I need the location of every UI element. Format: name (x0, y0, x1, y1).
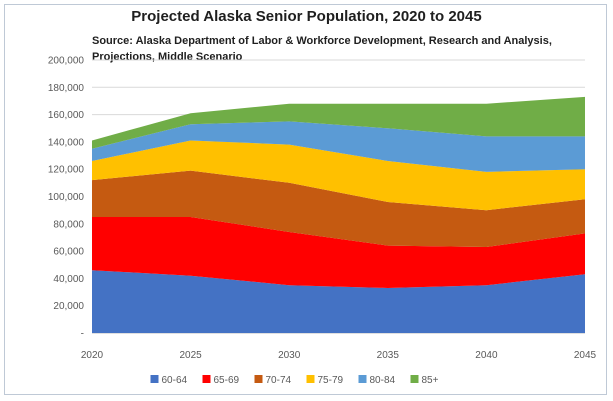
y-tick-label: 100,000 (48, 192, 85, 203)
legend-swatch (202, 375, 211, 383)
legend: 60-64 65-69 70-74 75-79 80-84 85+ (150, 375, 439, 386)
legend-label: 65-69 (214, 375, 240, 386)
x-tick-label: 2020 (81, 350, 104, 361)
y-tick-label: 80,000 (53, 219, 84, 230)
x-tick-label: 2040 (475, 350, 498, 361)
legend-swatch (254, 375, 263, 383)
legend-swatch (358, 375, 367, 383)
area-85+ (92, 96, 585, 149)
y-tick-label: 20,000 (53, 301, 84, 312)
y-tick-label: 200,000 (48, 56, 85, 67)
x-tick-label: 2025 (179, 350, 202, 361)
chart-title: Projected Alaska Senior Population, 2020… (131, 8, 482, 25)
legend-label: 85+ (422, 375, 439, 386)
legend-item-60-64: 60-64 (150, 375, 188, 386)
x-tick-label: 2035 (377, 350, 400, 361)
y-tick-label: 180,000 (48, 83, 85, 94)
y-tick-label: - (81, 329, 84, 340)
y-tick-label: 160,000 (48, 110, 85, 121)
area-75-79 (92, 140, 585, 211)
area-70-74 (92, 170, 585, 247)
y-tick-label: 60,000 (53, 247, 84, 258)
area-60-64 (92, 270, 585, 333)
x-tick-label: 2030 (278, 350, 301, 361)
legend-swatch (150, 375, 159, 383)
legend-swatch (410, 375, 419, 383)
area-series (92, 96, 585, 333)
y-tick-label: 40,000 (53, 274, 84, 285)
legend-item-75-79: 75-79 (306, 375, 344, 386)
y-tick-label: 140,000 (48, 137, 85, 148)
legend-item-80-84: 80-84 (358, 375, 396, 386)
legend-label: 75-79 (318, 375, 344, 386)
legend-swatch (306, 375, 315, 383)
legend-label: 70-74 (266, 375, 292, 386)
area-65-69 (92, 217, 585, 288)
legend-item-65-69: 65-69 (202, 375, 240, 386)
x-axis-ticks: 2020 2025 2030 2035 2040 2045 (81, 350, 597, 361)
area-80-84 (92, 121, 585, 172)
legend-label: 80-84 (370, 375, 396, 386)
y-tick-label: 120,000 (48, 165, 85, 176)
x-tick-label: 2045 (574, 350, 597, 361)
legend-label: 60-64 (162, 375, 188, 386)
legend-item-70-74: 70-74 (254, 375, 292, 386)
y-axis-ticks: - 20,000 40,000 60,000 80,000 100,000 120,000 1… (48, 56, 85, 340)
legend-item-85+: 85+ (410, 375, 439, 386)
